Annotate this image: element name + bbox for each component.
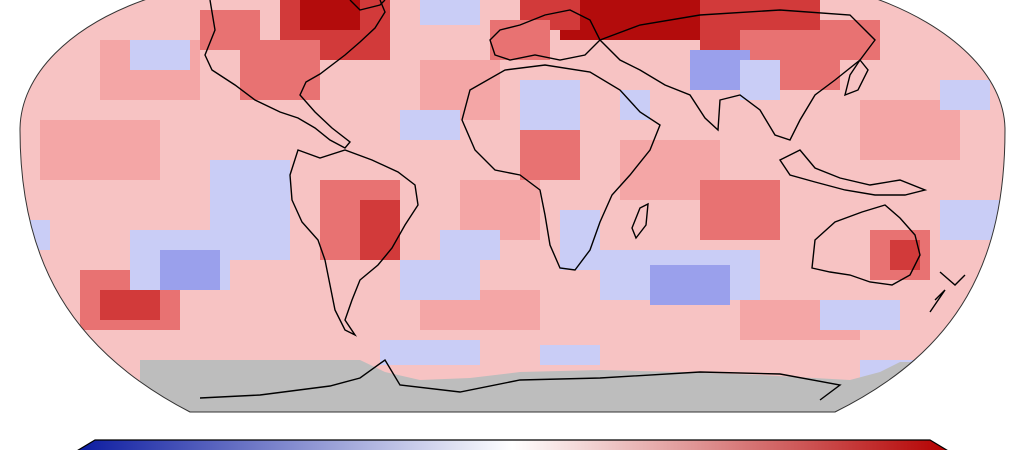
anomaly-cell-cool-light [400,110,460,140]
africa-outline [461,64,661,271]
anomaly-cell-cool-light [440,230,500,260]
colorbar-gradient [77,439,948,450]
north-america-outline [204,0,386,149]
coastlines [199,0,966,401]
globe-outline [19,0,1006,413]
anomaly-cell-warm-extreme [300,0,360,30]
globe-content [20,0,1005,412]
anomaly-cell-warm-extreme [560,0,720,40]
anomaly-cell-cool-mid [160,250,220,290]
japan-outline [843,58,869,97]
anomaly-cell-cool-light [740,60,780,100]
greenland-outline [349,0,386,11]
anomaly-cell-cool-mid [680,275,720,300]
australia-outline [811,204,921,286]
antarctica-coast [199,358,842,401]
anomaly-cell-warm-mid [520,130,580,180]
colorbar [77,439,948,450]
anomaly-cell-cool-light [520,80,580,130]
madagascar-outline [631,202,649,240]
anomaly-cell-cool-light [250,180,290,240]
anomaly-cell-warm-light [40,120,160,180]
anomaly-cell-cool-light [540,345,600,365]
anomaly-cell-cool-light [380,340,480,365]
anomaly-cell-cool-light [420,0,480,25]
anomaly-cell-cool-light [820,300,900,330]
anomaly-cell-cool-light [30,220,50,250]
anomaly-cell-warm-mid [820,20,880,60]
anomaly-cell-warm-mid [700,180,780,240]
anomaly-cell-warm-strong [360,200,400,260]
new-zealand-outline [929,271,966,313]
anomaly-cell-cool-light [940,200,1000,240]
anomaly-cell-warm-strong [100,290,160,320]
south-america-outline [289,149,419,337]
anomaly-cell-cool-light [400,260,480,300]
southeast-asia-islands-outline [778,149,928,196]
antarctica-no-data [140,360,1000,412]
anomaly-cell-cool-light [940,80,990,110]
asia-outline [598,9,876,141]
anomaly-cell-warm-mid [490,20,550,60]
anomaly-cell-cool-light [130,40,190,70]
